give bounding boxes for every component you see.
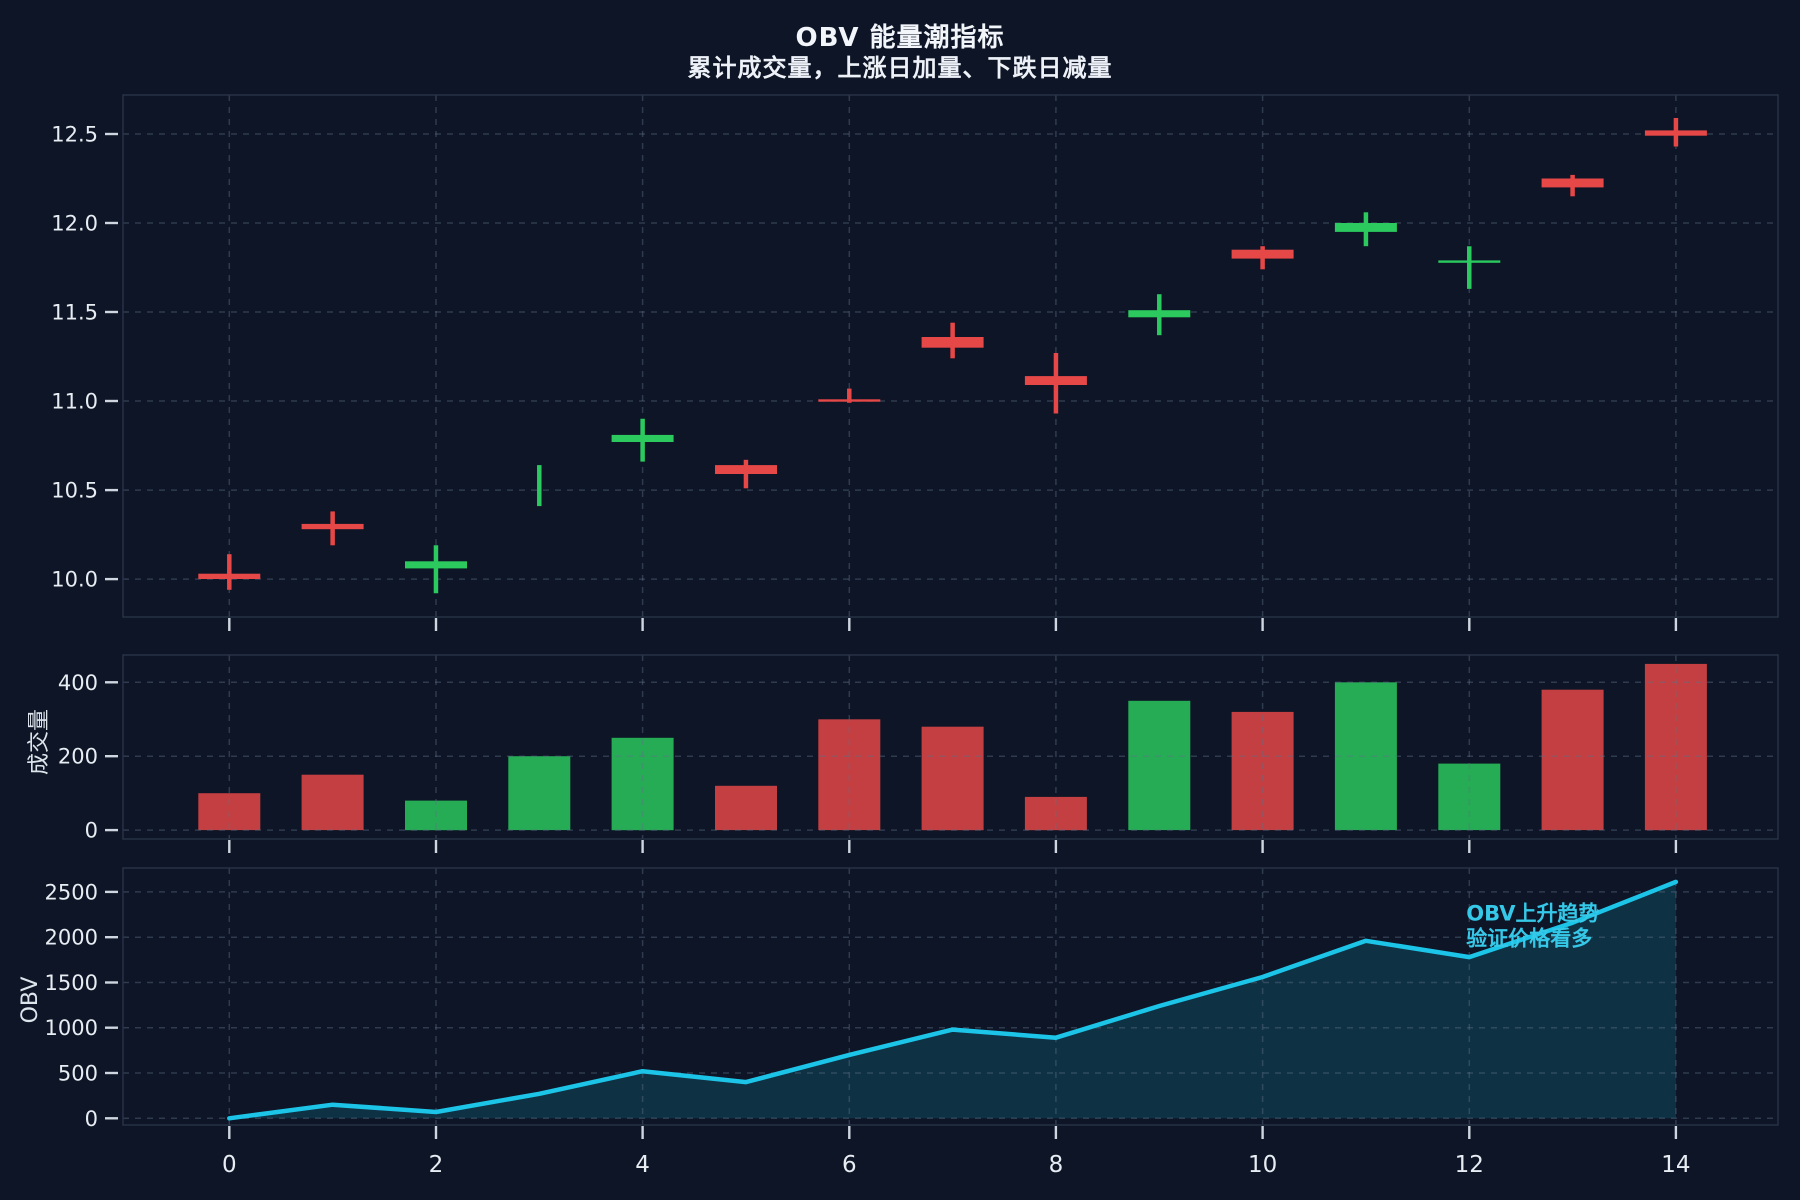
volume-bar-5: [715, 785, 777, 831]
x-tick-label: 4: [635, 1152, 650, 1178]
obv-annotation-line-2: 验证价格看多: [1466, 927, 1592, 951]
y-tick-label: 10.0: [51, 568, 98, 592]
volume-bar-7: [921, 726, 984, 831]
obv-annotation-line-1: OBV上升趋势: [1466, 902, 1599, 926]
obv-line: [227, 879, 1679, 1121]
page-subtitle: 累计成交量，上涨日加量、下跌日减量: [687, 54, 1113, 82]
candle-body-13: [1541, 178, 1604, 188]
x-tick-label: 10: [1248, 1152, 1277, 1178]
y-tick-label: 0: [85, 1107, 98, 1131]
x-tick-label: 0: [222, 1152, 237, 1178]
price-panel-border: [122, 94, 1779, 618]
y-tick-label: 11.5: [51, 301, 98, 325]
y-tick-label: 500: [58, 1062, 98, 1086]
page-title: OBV 能量潮指标: [795, 23, 1005, 53]
volume-bar-1: [301, 774, 364, 831]
volume-bar-6: [818, 719, 881, 831]
candle-body-6: [818, 399, 881, 402]
obv-area-fill: [229, 881, 1676, 1119]
volume-bar-12: [1438, 763, 1501, 831]
candle-body-14: [1644, 130, 1707, 136]
volume-bar-4: [611, 737, 674, 831]
x-tick-label: 6: [842, 1152, 857, 1178]
volume-bar-0: [198, 793, 261, 831]
candle-body-9: [1128, 310, 1191, 318]
y-tick-label: 10.5: [51, 479, 98, 503]
candle-body-2: [405, 561, 467, 569]
volume-panel-border: [122, 654, 1779, 840]
y-tick-label: 11.0: [51, 390, 98, 414]
y-tick-label: 1000: [45, 1016, 98, 1040]
y-tick-label: 2500: [45, 880, 98, 904]
candle-body-10: [1231, 249, 1294, 259]
candle-body-11: [1334, 223, 1397, 232]
volume-bar-14: [1644, 663, 1707, 831]
candle-body-8: [1024, 376, 1087, 385]
x-tick-label: 2: [429, 1152, 444, 1178]
y-tick-label: 2000: [45, 926, 98, 950]
volume-bar-8: [1024, 796, 1087, 831]
obv-panel-border: [122, 867, 1779, 1126]
y-tick-label: 12.5: [51, 123, 98, 147]
y-tick-label: 1500: [45, 971, 98, 995]
volume-bar-11: [1334, 682, 1397, 831]
y-tick-label: 400: [58, 671, 98, 695]
volume-bar-2: [405, 800, 467, 831]
y-tick-label: 0: [85, 819, 98, 843]
volume-bar-9: [1128, 700, 1191, 831]
candle-body-1: [301, 523, 364, 530]
volume-bar-3: [508, 756, 571, 831]
volume-bar-10: [1231, 711, 1294, 831]
x-tick-label: 14: [1661, 1152, 1690, 1178]
candle-body-0: [198, 573, 261, 579]
x-tick-label: 8: [1049, 1152, 1064, 1178]
x-tick-label: 12: [1455, 1152, 1484, 1178]
candle-body-7: [921, 337, 984, 348]
y-tick-label: 200: [58, 745, 98, 769]
candle-body-5: [715, 465, 777, 474]
volume-bar-13: [1541, 689, 1604, 831]
candle-body-12: [1438, 260, 1501, 263]
y-tick-label: 12.0: [51, 212, 98, 236]
candle-body-4: [611, 434, 674, 442]
